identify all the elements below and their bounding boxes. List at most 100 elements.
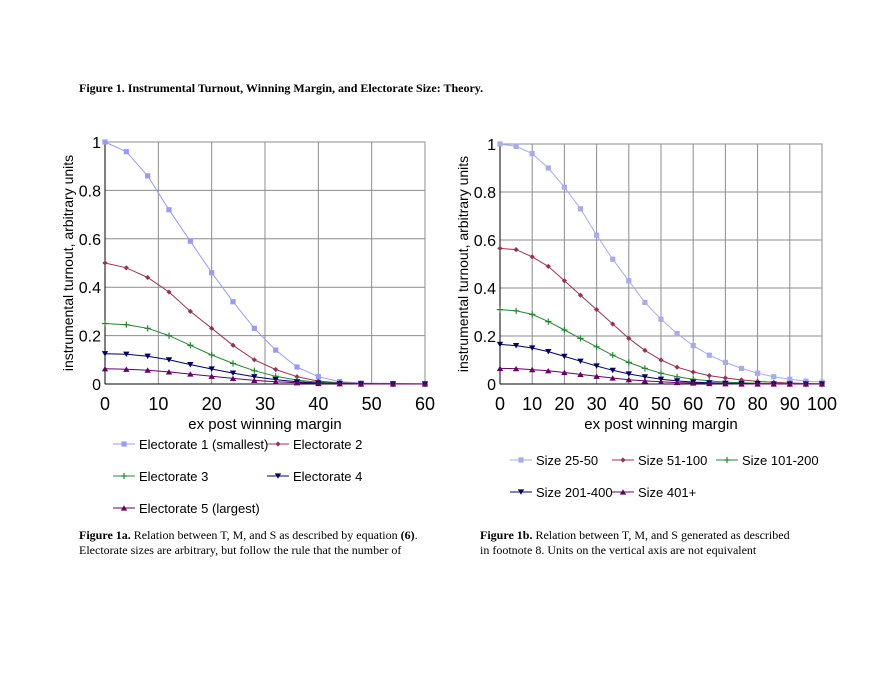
series-5 [496, 365, 826, 387]
data-point [690, 343, 696, 349]
data-point [609, 375, 616, 381]
x-tick-label: 30 [587, 394, 607, 414]
y-axis-label: instrumental turnout, arbitrary units [60, 155, 76, 371]
y-tick-label: 1 [92, 135, 101, 152]
x-tick-label: 30 [255, 394, 275, 414]
data-point [577, 335, 584, 342]
legend-item-5: Size 401+ [612, 485, 696, 500]
caption-1a-text: Relation between T, M, and S as describe… [130, 528, 401, 542]
data-point [102, 139, 108, 145]
data-point [123, 149, 129, 155]
data-point [593, 343, 600, 350]
data-point [657, 370, 665, 377]
y-tick-label: 0 [92, 377, 101, 394]
data-point [251, 367, 258, 374]
data-point [123, 366, 130, 372]
data-point [625, 376, 632, 383]
data-point [529, 151, 535, 157]
figure-title: Figure 1. Instrumental Turnout, Winning … [79, 81, 484, 95]
data-point [529, 311, 536, 318]
caption-1b-label: Figure 1b. [480, 528, 533, 542]
legend-label: Size 25-50 [536, 453, 598, 468]
data-point [545, 368, 552, 374]
caption-1b-line2: in footnote 8. Units on the vertical axi… [480, 543, 757, 557]
data-point [722, 380, 729, 387]
data-point [690, 380, 697, 386]
x-tick-label: 60 [415, 394, 435, 414]
legend-label: Electorate 1 (smallest) [139, 437, 268, 452]
data-point [101, 351, 109, 357]
data-point [251, 325, 257, 331]
data-point [251, 377, 258, 383]
data-point [738, 381, 745, 387]
x-tick-label: 10 [522, 394, 542, 414]
data-point [754, 381, 761, 387]
x-tick-label: 40 [619, 394, 639, 414]
data-point [208, 373, 215, 379]
legend-marker [518, 457, 524, 463]
x-tick-label: 100 [807, 394, 837, 414]
data-point [561, 184, 567, 190]
data-point [722, 359, 728, 365]
x-tick-label: 90 [780, 394, 800, 414]
x-axis-label: ex post winning margin [584, 416, 737, 433]
data-point [722, 375, 728, 381]
data-point [208, 351, 215, 359]
data-point [496, 341, 504, 348]
data-point [706, 352, 712, 358]
data-point [512, 343, 520, 349]
data-point [529, 345, 536, 351]
x-axis-label: ex post winning margin [188, 416, 341, 433]
legend-item-4: Electorate 4 [267, 469, 362, 484]
data-point [513, 143, 519, 149]
caption-1a-label: Figure 1a. [79, 528, 131, 542]
data-point [230, 299, 236, 305]
data-point [187, 362, 194, 368]
legend-marker [120, 472, 128, 480]
y-tick-label: 1 [487, 137, 496, 154]
legend-label: Size 401+ [638, 485, 696, 500]
y-tick-label: 0.4 [474, 281, 496, 298]
x-tick-label: 60 [683, 394, 703, 414]
data-point [641, 374, 649, 380]
legend-item-3: Electorate 3 [113, 469, 208, 484]
data-point [497, 141, 503, 147]
data-point [706, 380, 713, 387]
data-point [610, 321, 616, 327]
data-point [165, 332, 173, 339]
legend-label: Size 51-100 [638, 453, 707, 468]
legend-marker [121, 441, 127, 447]
data-point [251, 357, 257, 363]
data-point [315, 380, 322, 387]
legend-marker [274, 473, 282, 479]
data-point [101, 320, 109, 327]
caption-1a-line2: Electorate sizes are arbitrary, but foll… [79, 543, 402, 557]
data-point [272, 379, 279, 385]
data-point [545, 318, 552, 325]
data-point [208, 366, 215, 372]
data-point [771, 374, 777, 380]
caption-1a: Figure 1a. Relation between T, M, and S … [79, 528, 418, 558]
data-point [802, 381, 810, 387]
data-point [609, 367, 616, 374]
series-1 [497, 141, 825, 385]
data-point [755, 370, 761, 376]
data-point [561, 353, 568, 360]
data-point [166, 207, 172, 213]
data-point [294, 374, 300, 380]
y-tick-label: 0.2 [474, 329, 496, 346]
y-tick-label: 0.6 [474, 233, 496, 250]
data-point [545, 349, 552, 355]
data-point [529, 366, 536, 373]
data-point [674, 331, 680, 337]
legend-item-4: Size 201-400 [510, 485, 613, 500]
data-point [513, 307, 520, 314]
data-point [165, 369, 173, 375]
data-point [512, 365, 520, 372]
legend-marker [619, 489, 627, 495]
data-point [102, 260, 108, 266]
x-tick-label: 70 [715, 394, 735, 414]
data-point [561, 326, 568, 334]
x-tick-label: 80 [748, 394, 768, 414]
data-point [577, 371, 584, 377]
